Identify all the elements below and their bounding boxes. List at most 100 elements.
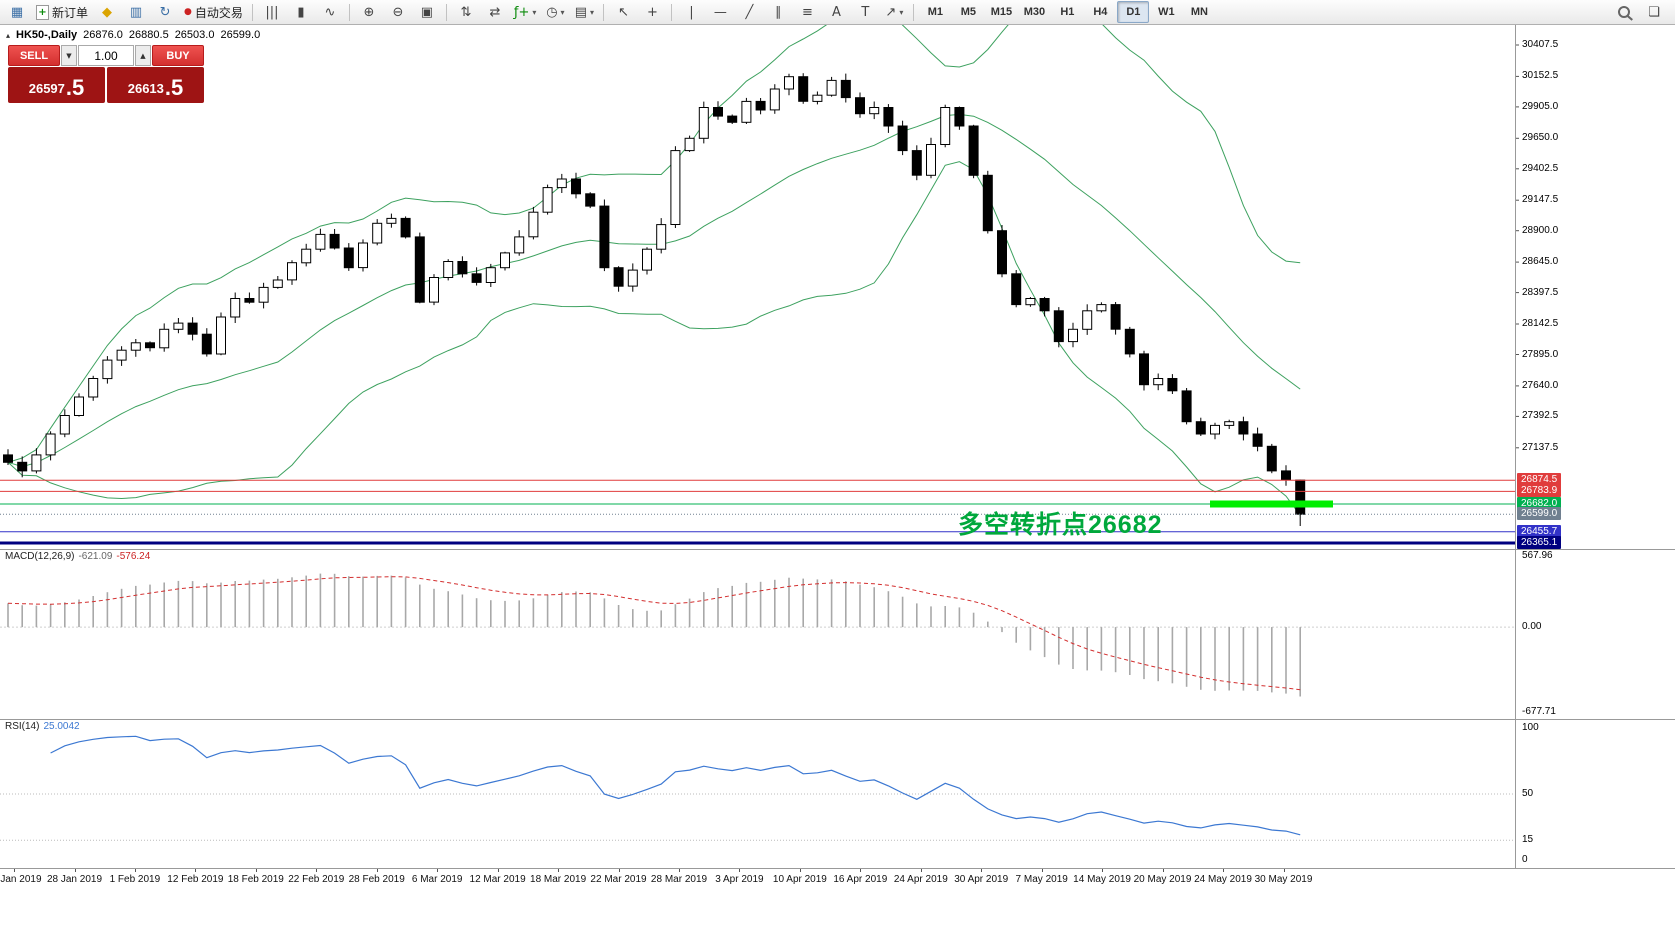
rsi-scale-label: 0	[1522, 854, 1528, 865]
date-label: 24 Apr 2019	[893, 874, 948, 885]
timeframe-d1-button[interactable]: D1	[1117, 1, 1150, 23]
date-label: 12 Mar 2019	[469, 874, 526, 885]
price-axis-label: 27640.0	[1522, 380, 1559, 391]
shapes-tool-button[interactable]: ↗ ▾	[880, 1, 908, 23]
new-chart-button[interactable]: ▦	[3, 1, 31, 23]
channel-tool-button[interactable]: ∥	[764, 1, 792, 23]
new-order-button[interactable]: + 新订单	[32, 1, 92, 23]
timeframe-mn-button[interactable]: MN	[1190, 6, 1208, 18]
price-axis-label: 28645.0	[1522, 256, 1559, 267]
auto-trading-button[interactable]: ● 自动交易	[180, 1, 247, 23]
date-label: 30 May 2019	[1254, 874, 1313, 885]
volume-input[interactable]	[78, 45, 134, 66]
price-axis-label: 29402.5	[1522, 163, 1559, 174]
level-price-label: 26783.9	[1517, 484, 1562, 497]
buy-price-frac: .5	[164, 75, 184, 100]
ohlc-close: 26599.0	[220, 29, 261, 41]
line-chart-button[interactable]: ∿	[316, 1, 344, 23]
quotes-icon: ◆	[102, 4, 113, 20]
rsi-value: 25.0042	[43, 721, 80, 732]
periods-button[interactable]: ◷ ▾	[541, 1, 569, 23]
auto-trading-label: 自动交易	[194, 5, 243, 20]
collapse-icon[interactable]: ▴	[6, 30, 11, 40]
buy-price-display[interactable]: 26613 .5	[107, 67, 204, 103]
ohlc-low: 26503.0	[174, 29, 215, 41]
chart-shift-button[interactable]: ⇄	[481, 1, 509, 23]
text-icon: A	[831, 4, 841, 20]
templates-caret-icon: ▾	[590, 7, 595, 17]
trendline-tool-button[interactable]: ╱	[735, 1, 763, 23]
zoom-out-button[interactable]: ⊖	[384, 1, 412, 23]
crosshair-icon: +	[646, 4, 658, 20]
date-label: 10 Apr 2019	[772, 874, 827, 885]
timeframe-m30-button[interactable]: M30	[1023, 6, 1046, 18]
auto-scroll-button[interactable]: ⇅	[452, 1, 480, 23]
date-tick	[376, 869, 378, 872]
bar-chart-button[interactable]: |||	[258, 1, 286, 23]
date-label: 12 Feb 2019	[167, 874, 224, 885]
timeframe-m15-button[interactable]: M15	[990, 6, 1013, 18]
timeframe-m5-button[interactable]: M5	[960, 6, 977, 18]
price-axis-label: 28142.5	[1522, 318, 1559, 329]
tile-windows-button[interactable]: ▣	[413, 1, 441, 23]
toolbar-separator	[348, 3, 350, 21]
volume-decrease-button[interactable]: ▼	[61, 45, 77, 66]
templates-icon: ▤	[574, 4, 588, 20]
price-axis-label: 27895.0	[1522, 349, 1559, 360]
price-axis-label: 29905.0	[1522, 101, 1559, 112]
tile-windows-icon: ▣	[420, 4, 434, 20]
vertical-line-tool-button[interactable]: |	[677, 1, 705, 23]
rsi-scale-label: 100	[1522, 722, 1539, 733]
periods-caret-icon: ▾	[560, 7, 565, 17]
fibonacci-tool-button[interactable]: ≡	[793, 1, 821, 23]
level-price-label: 26455.7	[1517, 525, 1562, 538]
annotation-text[interactable]: 多空转折点26682	[958, 511, 1163, 539]
sell-button[interactable]: SELL	[8, 45, 60, 66]
label-icon: T	[861, 4, 870, 20]
volume-increase-button[interactable]: ▲	[135, 45, 151, 66]
date-tick	[74, 869, 76, 872]
timeframe-h1-button[interactable]: H1	[1060, 6, 1075, 18]
price-axis-label: 30407.5	[1522, 39, 1559, 50]
templates-button[interactable]: ▤ ▾	[570, 1, 598, 23]
sell-price-display[interactable]: 26597 .5	[8, 67, 105, 103]
crosshair-tool-button[interactable]: +	[638, 1, 666, 23]
search-button[interactable]	[1610, 1, 1638, 23]
macd-panel-separator[interactable]	[0, 549, 1675, 550]
cursor-tool-button[interactable]: ↖	[609, 1, 637, 23]
chart-window-button[interactable]: ▥	[122, 1, 150, 23]
date-tick	[558, 869, 560, 872]
date-tick	[618, 869, 620, 872]
toolbar-separator	[251, 3, 253, 21]
timeframe-h4-button[interactable]: H4	[1093, 6, 1108, 18]
price-axis-label: 29147.5	[1522, 194, 1559, 205]
zoom-in-button[interactable]: ⊕	[355, 1, 383, 23]
date-tick	[437, 869, 439, 872]
price-axis[interactable]: 30407.5 30152.5 29905.0 29650.0 29402.5 29147…	[1516, 25, 1675, 868]
indicators-button[interactable]: ƒ+ ▾	[510, 1, 541, 23]
date-label: 30 Apr 2019	[954, 874, 1009, 885]
date-tick	[316, 869, 318, 872]
buy-button[interactable]: BUY	[152, 45, 204, 66]
label-tool-button[interactable]: T	[851, 1, 879, 23]
new-window-icon: ❏	[1648, 4, 1660, 20]
chart-header: ▴ HK50-,Daily 26876.0 26880.5 26503.0 26…	[6, 29, 260, 41]
date-tick	[255, 869, 257, 872]
text-tool-button[interactable]: A	[822, 1, 850, 23]
refresh-button[interactable]: ↻	[151, 1, 179, 23]
candlestick-chart-button[interactable]: ▮	[287, 1, 315, 23]
quotes-button[interactable]: ◆	[93, 1, 121, 23]
timeframe-w1-button[interactable]: W1	[1158, 6, 1175, 18]
timeframe-m1-button[interactable]: M1	[927, 6, 944, 18]
arrange-down-icon: ⇄	[489, 4, 501, 20]
new-window-button[interactable]: ❏	[1640, 1, 1668, 23]
date-tick	[679, 869, 680, 872]
date-axis[interactable]: 22 Jan 2019 28 Jan 2019 1 Feb 2019 12 Feb 2…	[0, 869, 1515, 889]
toolbar-separator	[671, 3, 673, 21]
rsi-scale-label: 50	[1522, 788, 1534, 799]
level-price-label: 26682.0	[1517, 497, 1562, 510]
horizontal-line-tool-button[interactable]: —	[706, 1, 734, 23]
rsi-panel-separator[interactable]	[0, 719, 1675, 720]
